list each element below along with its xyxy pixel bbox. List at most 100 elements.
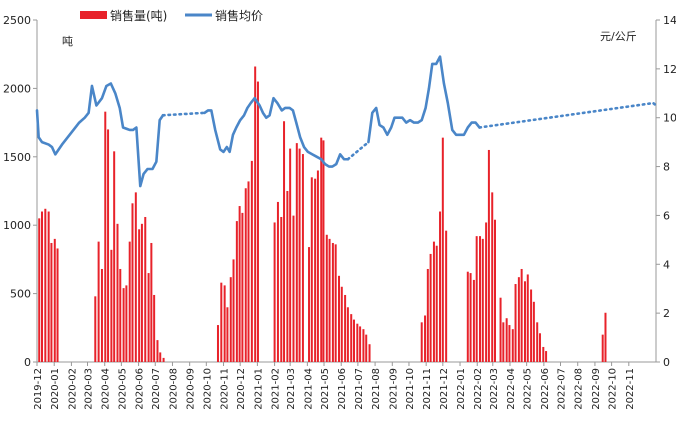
- sales-volume-bar: [538, 333, 541, 362]
- sales-volume-bar: [250, 160, 253, 362]
- sales-volume-bar: [298, 148, 301, 362]
- sales-volume-bar: [153, 294, 156, 362]
- legend-bar-label: 销售量(吨): [110, 8, 167, 23]
- sales-volume-bar: [289, 148, 292, 362]
- sales-volume-bar: [331, 242, 334, 362]
- x-axis-tick-label: 2022-09: [591, 368, 602, 410]
- sales-volume-bar: [301, 154, 304, 362]
- sales-volume-bar: [283, 121, 286, 362]
- x-axis-tick-label: 2021-03: [286, 368, 297, 410]
- sales-volume-bar: [505, 318, 508, 362]
- sales-volume-bar: [147, 273, 150, 362]
- x-axis-tick-label: 2021-06: [337, 368, 348, 410]
- sales-volume-bar: [499, 297, 502, 362]
- sales-volume-bar: [314, 178, 317, 362]
- sales-volume-bar: [241, 212, 244, 362]
- x-axis-tick-label: 2020-11: [220, 368, 231, 410]
- sales-volume-bar: [479, 236, 482, 362]
- x-axis-tick-label: 2021-11: [422, 368, 433, 410]
- left-axis-tick-label: 1000: [3, 219, 31, 232]
- sales-volume-bar: [502, 322, 505, 362]
- sales-volume-bar: [38, 218, 41, 362]
- sales-volume-bar: [350, 314, 353, 362]
- right-axis-tick-label: 14: [663, 14, 676, 27]
- sales-volume-bar: [53, 238, 56, 362]
- sales-volume-bar: [432, 241, 435, 362]
- axes: 0 500 1000 1500 2000 2500 0 2 4 6 8 10 12 14 2019-12 20…: [3, 14, 676, 410]
- x-axis-tick-label: 2022-04: [506, 368, 517, 410]
- x-axis-tick-label: 2019-12: [33, 368, 44, 410]
- x-axis-tick-label: 2022-06: [540, 368, 551, 410]
- sales-volume-bar: [223, 285, 226, 362]
- sales-volume-bar: [472, 279, 475, 362]
- sales-volume-bar: [107, 129, 110, 362]
- sales-volume-bar: [514, 284, 517, 362]
- sales-volume-bar: [295, 143, 298, 362]
- sales-volume-bar: [469, 273, 472, 362]
- sales-volume-bar: [352, 319, 355, 362]
- sales-volume-bar: [308, 247, 311, 362]
- average-price-line: [367, 55, 481, 144]
- sales-volume-bar: [604, 312, 607, 362]
- sales-volume-bar: [338, 275, 341, 362]
- line-series-average-price: [35, 55, 658, 188]
- x-axis-tick-label: 2020-12: [236, 368, 247, 410]
- legend: 销售量(吨) 销售均价: [80, 8, 263, 23]
- sales-volume-bar: [532, 301, 535, 362]
- sales-volume-bar: [517, 277, 520, 362]
- sales-volume-bar: [520, 268, 523, 362]
- x-axis-tick-label: 2022-01: [456, 368, 467, 410]
- x-axis-tick-label: 2020-10: [202, 368, 213, 410]
- x-axis-tick-label: 2020-03: [84, 368, 95, 410]
- sales-volume-bar: [545, 351, 548, 362]
- sales-volume-bar: [235, 221, 238, 362]
- x-axis-tick-label: 2020-01: [50, 368, 61, 410]
- bar-series-sales-volume: [38, 66, 607, 362]
- sales-volume-bar: [362, 329, 365, 362]
- sales-volume-bar: [110, 249, 113, 362]
- sales-volume-bar: [542, 346, 545, 362]
- sales-volume-bar: [420, 322, 423, 362]
- x-axis-tick-label: 2021-04: [303, 368, 314, 410]
- sales-volume-bar: [523, 281, 526, 362]
- sales-volume-bar: [140, 223, 143, 362]
- legend-line-label: 销售均价: [215, 8, 263, 23]
- x-axis-tick-label: 2020-09: [186, 368, 197, 410]
- sales-volume-bar: [280, 216, 283, 362]
- sales-volume-bar: [134, 192, 137, 362]
- x-axis-tick-label: 2021-08: [371, 368, 382, 410]
- sales-volume-bar: [441, 137, 444, 362]
- sales-volume-bar: [104, 111, 107, 362]
- sales-volume-bar: [125, 285, 128, 362]
- sales-volume-bar: [119, 268, 122, 362]
- average-price-dotted-line: [346, 140, 370, 161]
- legend-bar-swatch: [80, 11, 107, 19]
- sales-volume-bar: [494, 219, 496, 362]
- x-axis-tick-label: 2020-08: [168, 368, 179, 410]
- sales-volume-bar: [216, 325, 219, 362]
- average-price-line: [203, 96, 350, 168]
- sales-volume-bar: [150, 242, 153, 362]
- sales-volume-bar: [485, 222, 488, 362]
- sales-volume-bar: [511, 329, 514, 362]
- average-price-line: [35, 82, 165, 188]
- left-axis-tick-label: 500: [10, 288, 31, 301]
- sales-volume-bar: [128, 241, 131, 362]
- sales-volume-bar: [508, 325, 511, 362]
- left-axis-tick-label: 2000: [3, 82, 31, 95]
- sales-volume-bar: [325, 234, 328, 362]
- sales-volume-bar: [113, 151, 116, 362]
- sales-volume-bar: [424, 315, 427, 362]
- right-axis-tick-label: 4: [663, 258, 670, 271]
- sales-volume-bar: [346, 307, 349, 362]
- sales-volume-bar: [310, 177, 313, 362]
- sales-volume-bar: [41, 211, 43, 362]
- sales-volume-bar: [232, 259, 235, 362]
- sales-volume-bar: [254, 66, 257, 362]
- sales-volume-bar: [334, 244, 337, 362]
- right-axis-tick-label: 6: [663, 209, 670, 222]
- right-axis-tick-label: 2: [663, 307, 670, 320]
- x-axis-tick-label: 2021-12: [439, 368, 450, 410]
- sales-volume-bar: [47, 211, 50, 362]
- x-axis-tick-label: 2021-09: [388, 368, 399, 410]
